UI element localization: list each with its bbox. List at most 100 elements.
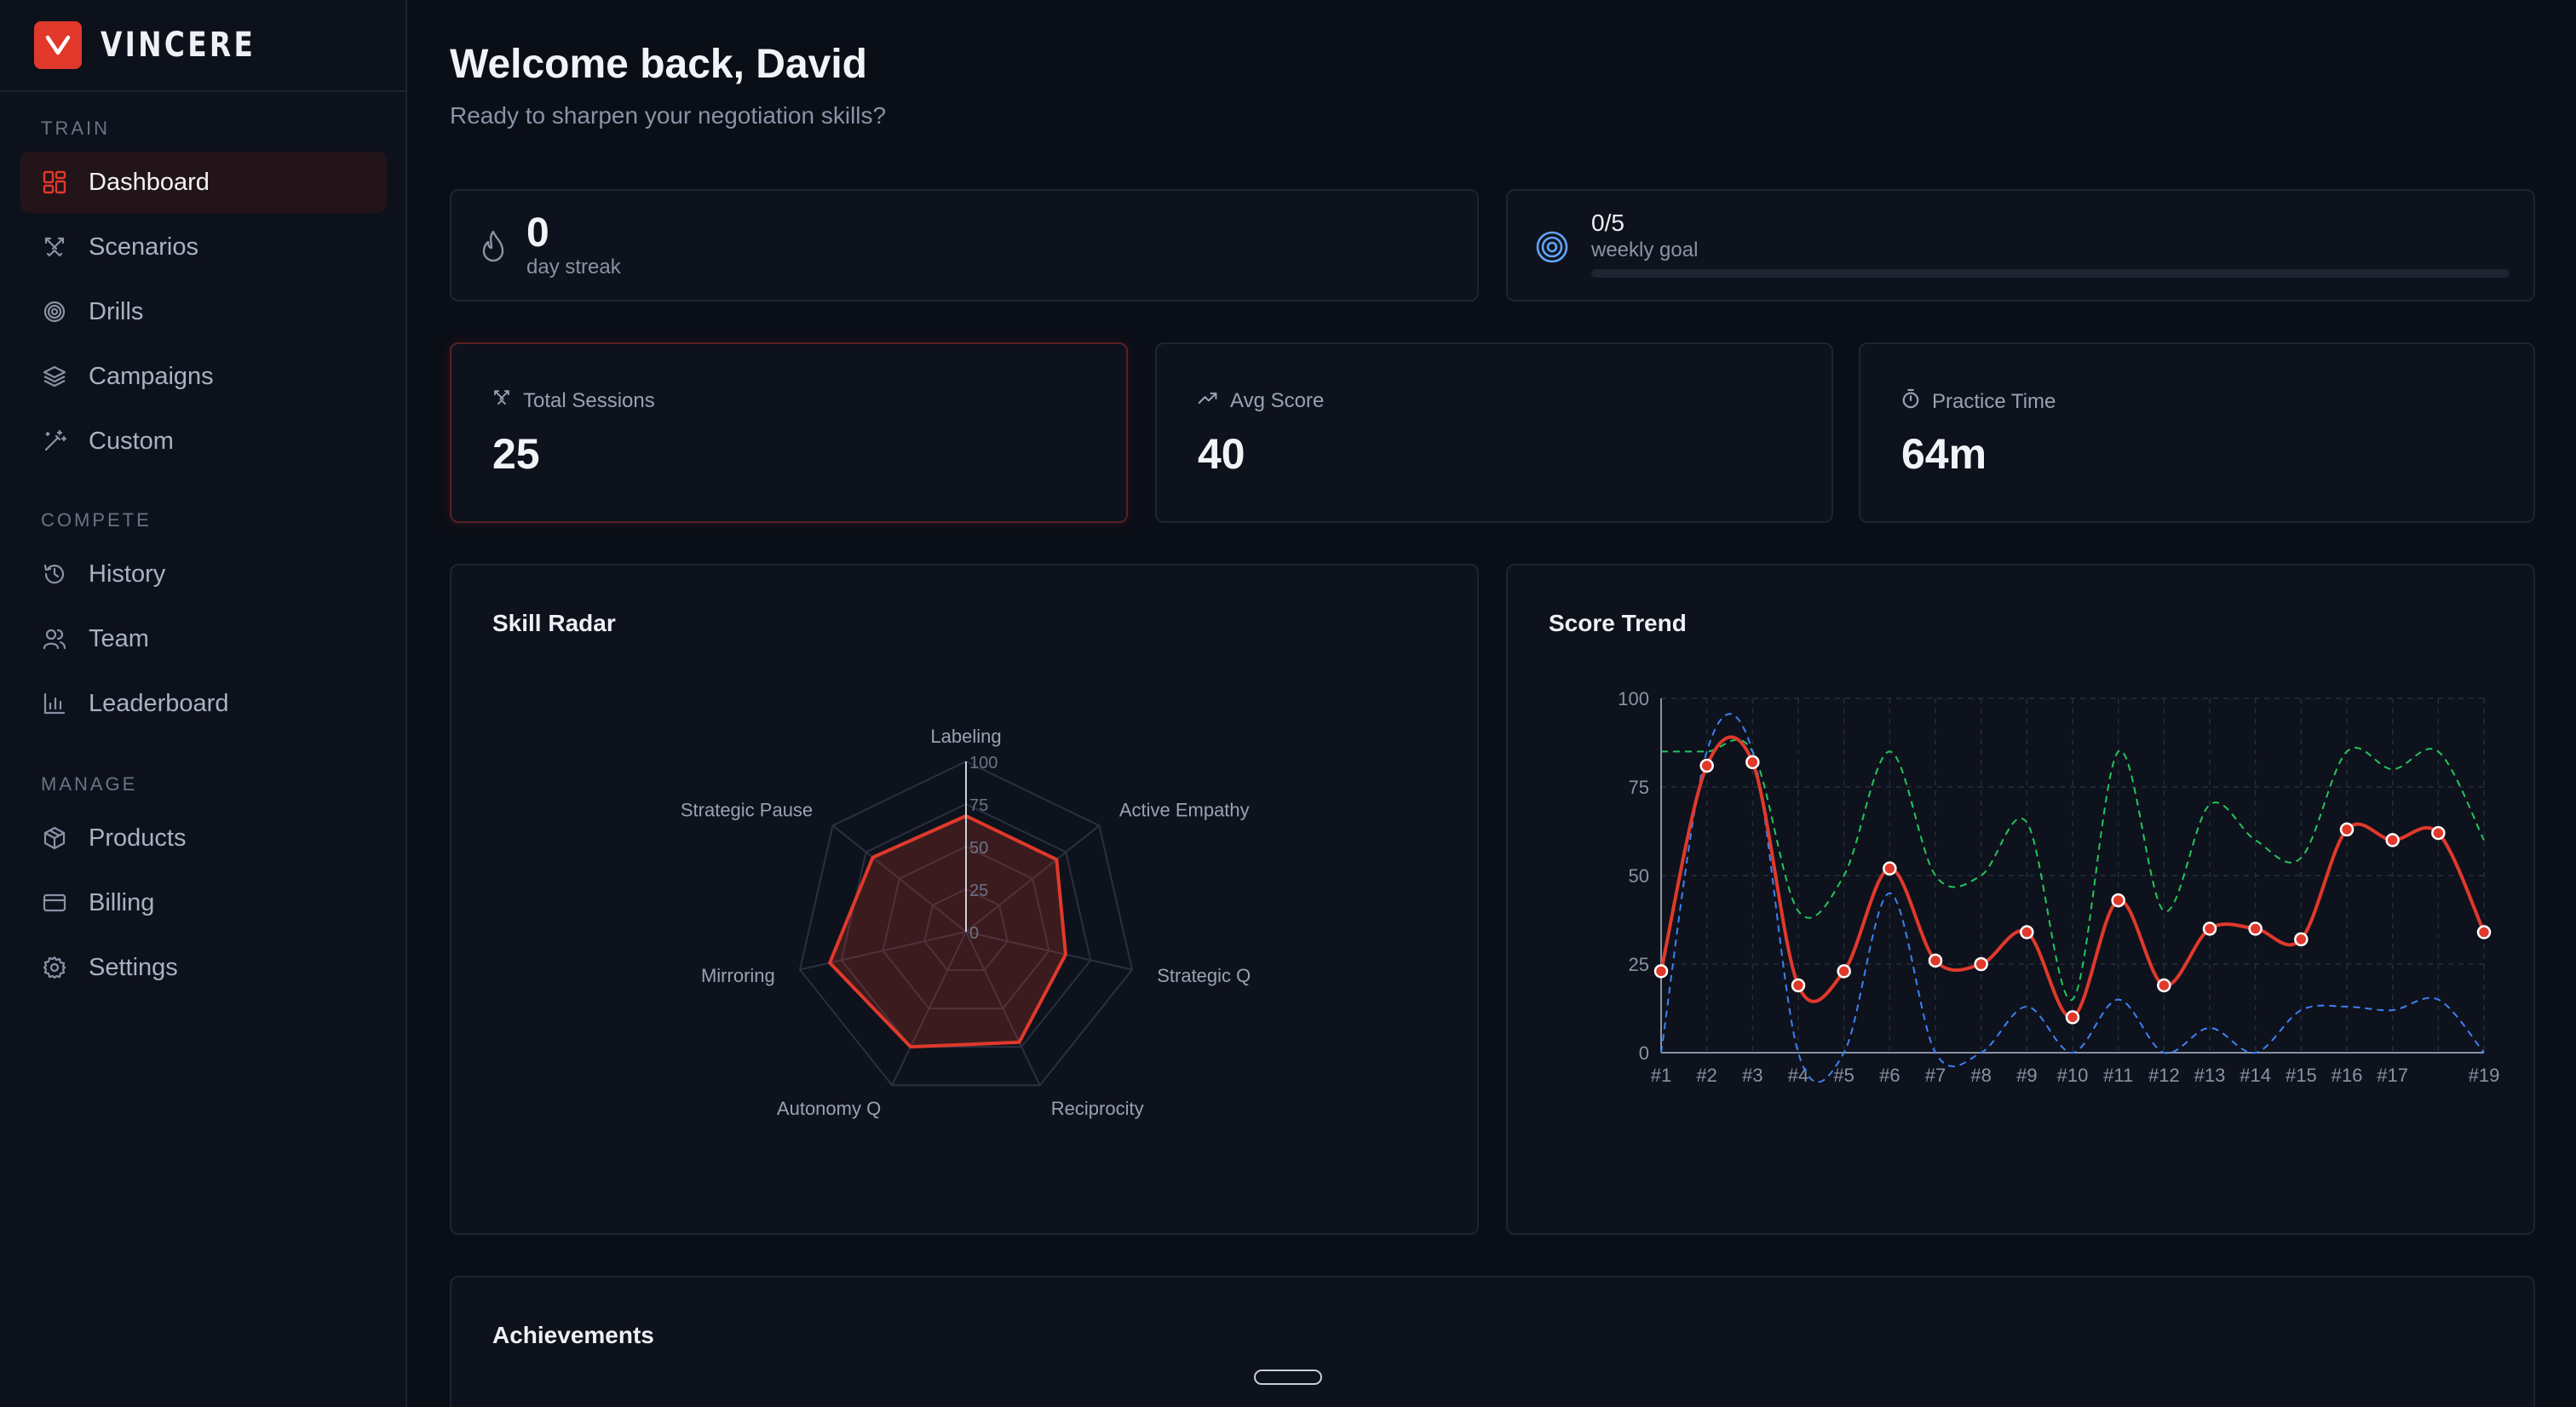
- sidebar-item-drills[interactable]: Drills: [20, 281, 387, 342]
- radar-grid-ring: [840, 802, 1092, 1048]
- radar-spoke: [891, 931, 967, 1086]
- trend-x-tick-label: #4: [1788, 1065, 1808, 1086]
- trend-x-tick-label: #5: [1833, 1065, 1854, 1086]
- stat-card-practice-time: Practice Time 64m: [1859, 342, 2535, 523]
- sidebar-item-label: Dashboard: [89, 168, 210, 196]
- radar-tick-label: 75: [969, 796, 988, 815]
- stat-label: Avg Score: [1198, 388, 1324, 413]
- trend-data-point: [1653, 964, 1669, 979]
- sidebar-item-leaderboard[interactable]: Leaderboard: [20, 673, 387, 734]
- sidebar-item-label: Leaderboard: [89, 689, 229, 717]
- score-trend-card: Score Trend 0 25 50 75 100 #1 #2 #3 #4 #5 #6 #7 #8 #9…: [1506, 564, 2535, 1235]
- sidebar-item-label: History: [89, 560, 166, 588]
- trend-x-tick-label: #8: [1970, 1065, 1991, 1086]
- loading-indicator: [1254, 1370, 1322, 1385]
- trend-x-tick-label: #16: [2332, 1065, 2363, 1086]
- trend-data-point: [1699, 758, 1714, 773]
- radar-tick-label: 0: [969, 924, 979, 943]
- gear-icon: [41, 954, 68, 981]
- radar-spoke: [965, 931, 1041, 1086]
- trend-y-tick-label: 100: [1618, 688, 1649, 709]
- radar-series-polygon: [828, 814, 1067, 1049]
- trend-data-point: [1837, 964, 1851, 979]
- sidebar-item-label: Drills: [89, 297, 144, 325]
- sidebar-item-billing[interactable]: Billing: [20, 872, 387, 933]
- trend-x-tick-label: #6: [1879, 1065, 1900, 1086]
- radar-tick-label: 100: [969, 754, 998, 772]
- sidebar-item-label: Team: [89, 624, 149, 652]
- sidebar-item-custom[interactable]: Custom: [20, 411, 387, 472]
- sidebar-item-history[interactable]: History: [20, 543, 387, 605]
- trend-x-tick-label: #14: [2240, 1065, 2271, 1086]
- bar-chart-icon: [41, 690, 68, 717]
- history-icon: [41, 560, 68, 588]
- sidebar-item-label: Products: [89, 824, 187, 852]
- stat-value: 25: [492, 430, 540, 478]
- section-label-manage: MANAGE: [41, 773, 138, 795]
- section-label-train: TRAIN: [41, 118, 110, 139]
- sidebar-item-label: Campaigns: [89, 362, 214, 390]
- trend-data-point: [1791, 978, 1806, 993]
- flame-icon: [479, 230, 508, 268]
- trend-x-tick-label: #10: [2057, 1065, 2089, 1086]
- trend-data-point: [2202, 922, 2217, 936]
- radar-axis-label: Autonomy Q: [777, 1098, 881, 1119]
- weekly-goal-value: 0/5: [1591, 210, 1624, 236]
- trend-y-tick-label: 25: [1629, 954, 1649, 975]
- radar-tick-label: 50: [969, 839, 988, 858]
- trend-data-point: [2111, 893, 2125, 908]
- sidebar-item-label: Custom: [89, 427, 174, 455]
- achievements-card: Achievements: [450, 1276, 2535, 1407]
- section-label-compete: COMPETE: [41, 509, 152, 531]
- trend-data-point: [1745, 755, 1760, 770]
- trend-x-tick-label: #1: [1651, 1065, 1671, 1086]
- trend-data-point: [2431, 825, 2446, 841]
- trend-x-tick-label: #12: [2148, 1065, 2180, 1086]
- radar-grid-ring: [798, 760, 1134, 1087]
- radar-spoke: [832, 824, 967, 933]
- sidebar: VINCERE TRAIN Dashboard Scenarios Drills…: [0, 0, 407, 1407]
- trend-x-tick-label: #17: [2377, 1065, 2408, 1086]
- radar-spoke: [965, 931, 1133, 971]
- score-trend-chart: 0 25 50 75 100 #1 #2 #3 #4 #5 #6 #7 #8 #9 #10 #11 #12 #13…: [1618, 688, 2499, 1086]
- weekly-goal-progress-track: [1591, 269, 2510, 278]
- stat-card-total-sessions: Total Sessions 25: [450, 342, 1128, 523]
- radar-axis-label: Active Empathy: [1119, 800, 1250, 821]
- trend-x-tick-label: #9: [2016, 1065, 2037, 1086]
- radar-grid-ring: [923, 887, 1009, 972]
- users-icon: [41, 625, 68, 652]
- sidebar-item-scenarios[interactable]: Scenarios: [20, 216, 387, 278]
- brand[interactable]: VINCERE: [0, 0, 405, 92]
- dashboard-icon: [41, 169, 68, 196]
- target-icon: [1535, 230, 1569, 268]
- trend-x-tick-label: #13: [2194, 1065, 2226, 1086]
- sidebar-item-settings[interactable]: Settings: [20, 937, 387, 998]
- stat-value: 64m: [1901, 430, 1987, 478]
- sidebar-item-label: Scenarios: [89, 233, 198, 261]
- radar-grid-ring: [882, 845, 1050, 1010]
- trend-x-tick-label: #11: [2103, 1065, 2133, 1086]
- brand-name: VINCERE: [101, 26, 256, 65]
- sidebar-item-label: Settings: [89, 953, 178, 981]
- sidebar-item-team[interactable]: Team: [20, 608, 387, 669]
- stat-card-avg-score: Avg Score 40: [1155, 342, 1833, 523]
- stopwatch-icon: [1901, 388, 1932, 415]
- trend-x-tick-label: #7: [1925, 1065, 1946, 1086]
- radar-axis-label: Strategic Q: [1157, 965, 1251, 986]
- package-icon: [41, 824, 68, 852]
- page-title: Welcome back, David: [450, 42, 867, 87]
- trend-data-point: [1928, 953, 1943, 968]
- score-trend-title: Score Trend: [1549, 610, 1687, 636]
- radar-axis-label: Mirroring: [701, 965, 775, 986]
- trend-data-point: [2020, 925, 2034, 939]
- sidebar-item-dashboard[interactable]: Dashboard: [20, 152, 387, 213]
- layers-icon: [41, 363, 68, 390]
- main-content: Welcome back, David Ready to sharpen you…: [409, 0, 2576, 1407]
- streak-label: day streak: [526, 256, 621, 279]
- sidebar-item-products[interactable]: Products: [20, 807, 387, 869]
- sidebar-item-campaigns[interactable]: Campaigns: [20, 346, 387, 407]
- stat-value: 40: [1198, 430, 1245, 478]
- weekly-goal-card: 0/5 weekly goal: [1506, 189, 2535, 302]
- weekly-goal-label: weekly goal: [1591, 238, 1699, 261]
- trend-data-point: [1883, 861, 1897, 876]
